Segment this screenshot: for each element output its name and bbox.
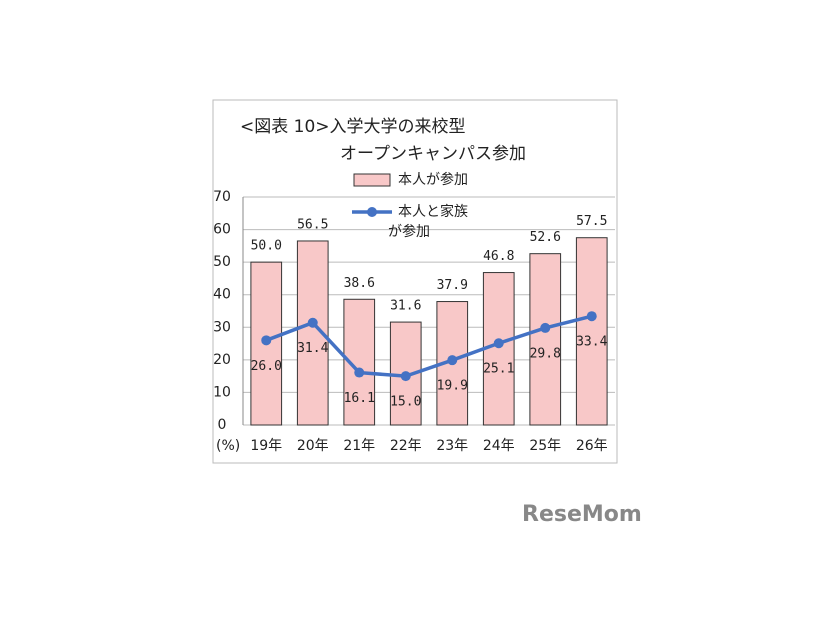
y-tick-label: 50 xyxy=(213,254,231,270)
x-tick-label: 25年 xyxy=(529,438,561,454)
y-tick-label: 0 xyxy=(218,417,227,433)
x-tick-label: 20年 xyxy=(297,438,329,454)
line-marker xyxy=(400,371,411,382)
value-label: 52.6 xyxy=(530,230,561,245)
y-tick-label: 20 xyxy=(213,352,231,368)
value-label: 16.1 xyxy=(344,391,375,406)
value-label: 29.8 xyxy=(530,346,561,361)
value-label: 31.4 xyxy=(297,341,328,356)
value-label: 50.0 xyxy=(251,239,282,254)
watermark: ReseMom xyxy=(522,502,642,527)
value-label: 31.6 xyxy=(390,299,421,314)
line-marker xyxy=(447,355,458,366)
line xyxy=(265,314,593,378)
x-tick-label: 21年 xyxy=(343,438,375,454)
legend-label-line: が参加 xyxy=(388,223,430,240)
value-label: 25.1 xyxy=(483,362,514,377)
line-marker xyxy=(540,322,551,333)
line-marker xyxy=(354,367,365,378)
x-tick-label: 24年 xyxy=(483,438,515,454)
x-tick-label: 22年 xyxy=(390,438,422,454)
y-tick-label: 30 xyxy=(213,319,231,335)
y-tick-label: 60 xyxy=(213,222,231,238)
line-marker xyxy=(493,338,504,349)
value-label: 19.9 xyxy=(437,379,468,394)
legend-label-line: 本人が参加 xyxy=(398,171,468,188)
x-tick-label: 23年 xyxy=(436,438,468,454)
value-label: 57.5 xyxy=(576,214,607,229)
legend-label: 本人と家族が参加 xyxy=(388,203,468,240)
legend-label-line: 本人と家族 xyxy=(398,203,468,220)
y-tick-label: 70 xyxy=(213,189,231,205)
legend-swatch xyxy=(353,173,391,187)
bar xyxy=(575,237,608,426)
legend-label: 本人が参加 xyxy=(398,171,468,188)
value-label: 46.8 xyxy=(483,249,514,264)
y-unit: (%) xyxy=(216,438,240,454)
value-label: 56.5 xyxy=(297,217,328,232)
value-label: 15.0 xyxy=(390,395,421,410)
line-marker xyxy=(307,317,318,328)
x-tick-label: 26年 xyxy=(576,438,608,454)
chart-title: オープンキャンパス参加 xyxy=(340,144,526,164)
bar xyxy=(529,253,562,426)
legend-swatch xyxy=(367,207,377,217)
value-label: 33.4 xyxy=(576,335,607,350)
line-marker xyxy=(586,311,597,322)
value-label: 38.6 xyxy=(344,276,375,291)
value-label: 37.9 xyxy=(437,278,468,293)
chart-title: <図表 10>入学大学の来校型 xyxy=(240,117,466,137)
y-tick-label: 10 xyxy=(213,384,231,400)
value-label: 26.0 xyxy=(251,359,282,374)
line-marker xyxy=(261,335,272,346)
x-tick-label: 19年 xyxy=(250,438,282,454)
y-tick-label: 40 xyxy=(213,287,231,303)
